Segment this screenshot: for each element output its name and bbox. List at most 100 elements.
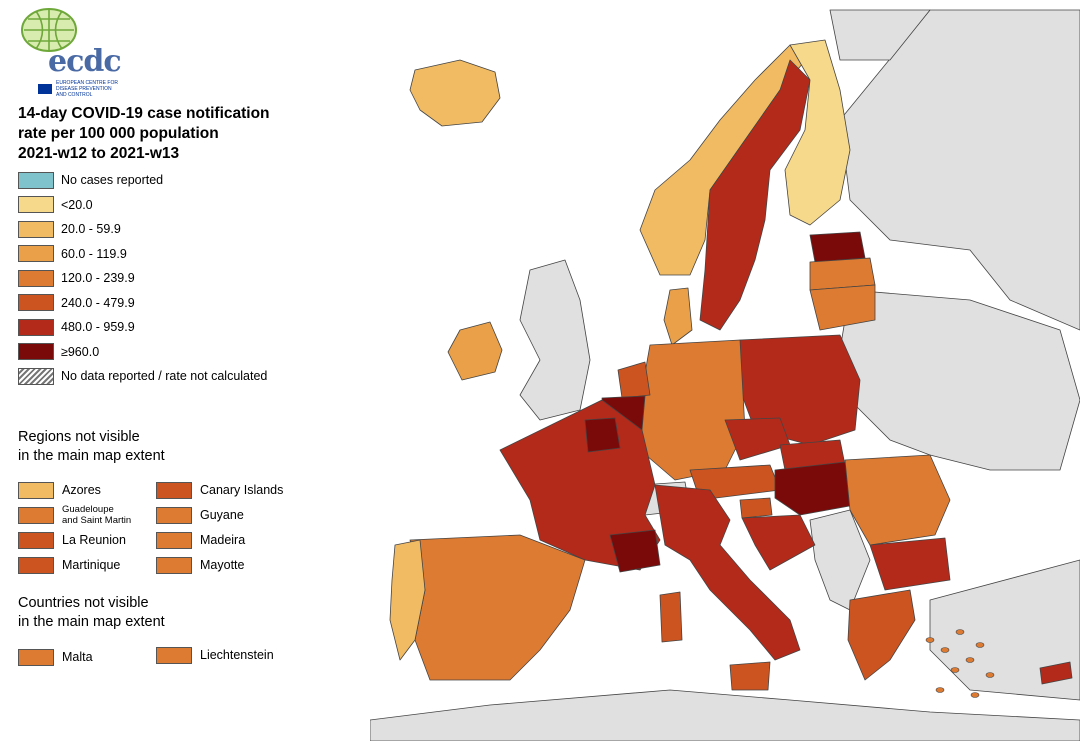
region-label: Guyane <box>200 508 244 522</box>
map-island <box>970 692 980 698</box>
legend-label: 240.0 - 479.9 <box>61 295 135 310</box>
map-region-sardinia <box>659 591 683 643</box>
legend-swatch <box>18 318 54 336</box>
map-island <box>940 647 950 653</box>
map-island <box>950 667 960 673</box>
region-swatch <box>156 506 192 524</box>
region-label: Mayotte <box>200 558 245 572</box>
map-region-bulgaria <box>869 537 951 591</box>
ecdc-subtitle: EUROPEAN CENTRE FOR DISEASE PREVENTION A… <box>56 80 118 98</box>
map-region-netherlands <box>617 361 651 399</box>
eu-flag-icon <box>38 84 52 94</box>
country-item: Malta <box>18 647 93 667</box>
legend-swatch <box>18 245 54 262</box>
legend-label: No cases reported <box>61 173 164 187</box>
map-region-sweden <box>699 59 811 331</box>
map-region-france <box>499 399 661 571</box>
region-label: Madeira <box>200 533 246 547</box>
region-label: Guadeloupe and Saint Martin <box>62 504 132 526</box>
map-island <box>975 642 985 648</box>
legend-label: 480.0 - 959.9 <box>61 320 135 334</box>
map-region-estonia <box>809 231 866 263</box>
legend-item: 60.0 - 119.9 <box>18 244 127 264</box>
map-region-slovenia <box>739 497 773 519</box>
region-item: Guyane <box>156 505 244 525</box>
map-region-norway-north-east <box>829 9 931 61</box>
legend-swatch <box>18 171 54 189</box>
map-region-ukraine-belarus <box>839 289 1080 471</box>
map-region-hungary <box>774 461 856 516</box>
legend-swatch <box>18 269 54 287</box>
region-label: Martinique <box>62 558 121 572</box>
map-region-germany <box>639 339 746 481</box>
map-region-romania <box>844 454 951 546</box>
region-swatch <box>18 506 54 524</box>
region-item: Guadeloupe and Saint Martin <box>18 504 132 526</box>
legend-item: <20.0 <box>18 195 93 215</box>
map-region-croatia <box>741 514 816 571</box>
region-item: La Reunion <box>18 530 126 550</box>
region-label: La Reunion <box>62 533 126 547</box>
map-region-italy <box>654 484 801 661</box>
map-region-finland <box>784 39 851 226</box>
region-label: Canary Islands <box>200 483 284 497</box>
legend-label: 20.0 - 59.9 <box>61 222 121 236</box>
legend-label: ≥960.0 <box>61 344 100 359</box>
region-item: Mayotte <box>156 555 244 575</box>
legend-swatch <box>18 196 54 213</box>
legend-swatch <box>18 343 54 360</box>
europe-choropleth-map <box>370 9 1080 741</box>
region-label: Azores <box>62 483 101 497</box>
regions-section-heading: Regions not visible in the main map exte… <box>18 429 165 464</box>
map-region-latvia <box>809 257 876 291</box>
globe-icon <box>21 8 77 52</box>
legend-item: 120.0 - 239.9 <box>18 268 135 288</box>
map-region-portugal <box>389 539 426 661</box>
legend-item: 240.0 - 479.9 <box>18 293 135 313</box>
map-region-cyprus <box>1039 661 1073 685</box>
map-region-greece <box>847 589 916 681</box>
legend-item: No data reported / rate not calculated <box>18 366 267 386</box>
country-swatch <box>18 648 54 666</box>
region-item: Martinique <box>18 555 120 575</box>
country-label: Malta <box>62 650 93 664</box>
legend-label: <20.0 <box>61 197 93 212</box>
region-item: Canary Islands <box>156 480 283 500</box>
legend-item: No cases reported <box>18 170 163 190</box>
legend-label: No data reported / rate not calculated <box>61 369 268 383</box>
region-swatch <box>156 481 192 499</box>
ecdc-wordmark: ecdc <box>48 44 122 79</box>
map-region-spain <box>409 534 586 681</box>
ecdc-logo: ecdc EUROPEAN CENTRE FOR DISEASE PREVENT… <box>18 6 128 98</box>
region-swatch <box>18 556 54 574</box>
legend-item: 20.0 - 59.9 <box>18 219 121 239</box>
country-item: Liechtenstein <box>156 645 274 665</box>
legend-item: 480.0 - 959.9 <box>18 317 135 337</box>
legend-panel: ecdc EUROPEAN CENTRE FOR DISEASE PREVENT… <box>0 0 370 741</box>
map-region-czechia <box>724 417 791 461</box>
map-region-paris-region <box>584 417 621 453</box>
legend-swatch <box>18 294 54 311</box>
legend-swatch <box>18 367 54 385</box>
map-island <box>955 629 965 635</box>
map-region-denmark <box>663 287 693 346</box>
region-swatch <box>156 531 192 549</box>
region-swatch <box>156 556 192 574</box>
map-island <box>935 687 945 693</box>
map-island <box>965 657 975 663</box>
legend-swatch <box>18 220 54 238</box>
region-item: Madeira <box>156 530 245 550</box>
countries-section-heading: Countries not visible in the main map ex… <box>18 595 165 630</box>
region-swatch <box>18 531 54 549</box>
country-label: Liechtenstein <box>200 648 274 662</box>
map-island <box>985 672 995 678</box>
legend-item: ≥960.0 <box>18 342 99 362</box>
country-swatch <box>156 646 192 664</box>
map-region-lithuania <box>809 284 876 331</box>
map-region-sicily <box>729 661 771 691</box>
region-item: Azores <box>18 480 101 500</box>
map-region-iceland <box>409 59 501 127</box>
legend-label: 120.0 - 239.9 <box>61 271 135 285</box>
map-title: 14-day COVID-19 case notification rate p… <box>18 105 270 162</box>
map-island <box>925 637 935 643</box>
